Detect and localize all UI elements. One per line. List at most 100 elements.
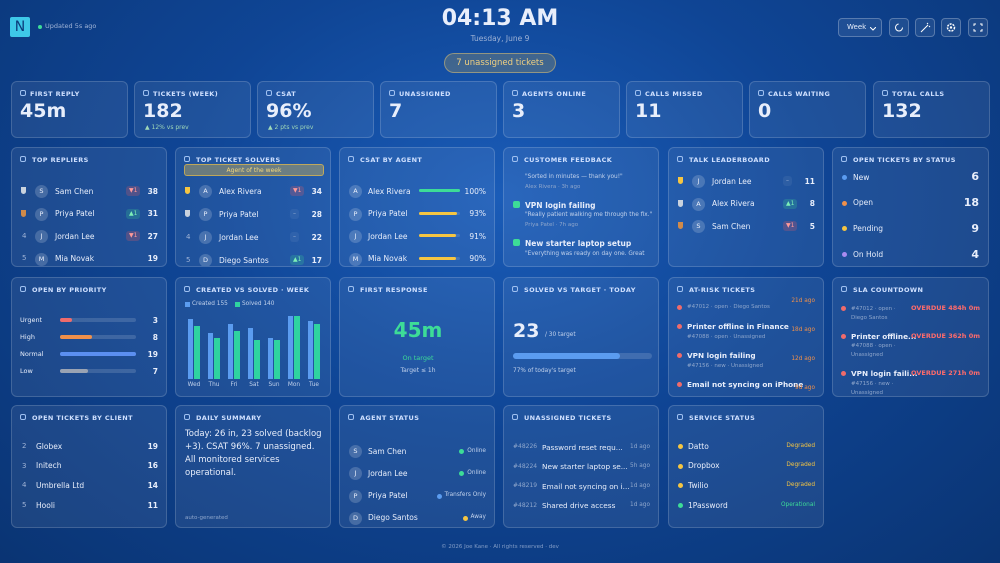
rank: 5 <box>22 254 27 263</box>
range-select[interactable]: Week <box>838 18 882 37</box>
bar <box>227 323 234 379</box>
icon <box>920 22 931 33</box>
x-tick-label: Mon <box>287 382 301 388</box>
bar <box>234 330 240 379</box>
agent-state: Transfers Only <box>444 492 486 499</box>
panel: SERVICE STATUS Datto Degraded Dropbox Degrad… <box>668 405 824 528</box>
summary-note: auto-generated <box>185 514 228 521</box>
sla-meta: #47156 · new · Unassigned <box>851 381 894 396</box>
status-dot <box>842 226 847 232</box>
kpi-value: 0 <box>758 100 772 122</box>
name: Umbrella Ltd <box>36 480 85 490</box>
kpi-value: 11 <box>635 100 662 122</box>
kpi-label: CSAT <box>276 90 297 98</box>
state-dot <box>437 493 442 499</box>
bar <box>194 326 200 379</box>
csat-value: 91% <box>469 231 486 241</box>
state-dot <box>459 449 464 454</box>
icon <box>758 90 764 96</box>
legend-label: Created 155 <box>192 301 228 308</box>
kpi-label: TICKETS (WEEK) <box>153 90 219 98</box>
refresh-button[interactable] <box>889 18 909 37</box>
bar <box>274 340 280 379</box>
magic-button[interactable] <box>915 18 935 37</box>
icon <box>635 90 641 96</box>
bar <box>307 321 314 379</box>
change-badge: – <box>290 232 299 242</box>
avatar: M <box>349 252 362 266</box>
x-tick-label: Wed <box>187 382 201 388</box>
panel: AT-RISK TICKETS #47012 · open · Diego San… <box>668 277 824 397</box>
status-name: Open <box>853 198 874 208</box>
ticket-age: 1d ago <box>630 443 650 450</box>
kpi-card: UNASSIGNED 7 <box>380 81 497 138</box>
count: 16 <box>147 461 158 471</box>
icon <box>184 156 190 162</box>
change-badge: ▲1 <box>783 198 798 209</box>
name: Jordan Lee <box>368 468 408 478</box>
rank: 2 <box>22 441 27 450</box>
panel: TOP REPLIERS S Sam Chen ▼1 38 P Priya Patel ▲1 3… <box>11 147 167 267</box>
ticket-id: #48219 <box>513 482 538 490</box>
bar <box>247 328 254 379</box>
name: Jordan Lee <box>712 176 752 186</box>
feedback-quote: "Sorted in minutes — thank you!" <box>525 173 623 180</box>
fullscreen-button[interactable] <box>968 18 988 37</box>
alert-pill[interactable]: 7 unassigned tickets <box>444 53 556 73</box>
first-response-target: Target ≤ 1h <box>400 367 436 374</box>
panel-title: OPEN TICKETS BY CLIENT <box>32 414 133 422</box>
count: 17 <box>311 255 322 265</box>
panel-title: CSAT BY AGENT <box>360 156 423 164</box>
avatar: J <box>349 467 362 481</box>
kpi-value: 7 <box>389 100 403 122</box>
medal <box>678 222 683 229</box>
name: Alex Rivera <box>219 186 262 196</box>
panel: CSAT BY AGENT A Alex Rivera 100% P Priya Pate… <box>339 147 495 267</box>
avatar: A <box>692 197 705 211</box>
solved-value: 23 <box>513 319 540 342</box>
ticket-meta: #47088 · open · Unassigned <box>687 333 766 340</box>
count: 22 <box>311 232 322 242</box>
kpi-card: TOTAL CALLS 132 <box>873 81 990 138</box>
kpi-value: 96% <box>266 100 312 122</box>
banner: Agent of the week <box>184 164 324 176</box>
progress-note: 77% of today's target <box>513 367 576 374</box>
settings-button[interactable] <box>941 18 961 37</box>
icon <box>677 156 683 162</box>
count: 14 <box>147 480 158 490</box>
rank: 4 <box>22 231 27 240</box>
ticket-id: #48224 <box>513 462 538 470</box>
panel: UNASSIGNED TICKETS #48226 Password reset r… <box>503 405 659 528</box>
ticket-subject: Email not syncing on i... <box>542 481 630 491</box>
icon <box>882 90 888 96</box>
icon <box>841 156 847 162</box>
ticket-id: #48212 <box>513 501 538 509</box>
priority-name: Normal <box>20 350 44 359</box>
icon <box>348 414 354 420</box>
ticket-age: 18d ago <box>791 326 815 333</box>
status-dot <box>678 483 683 489</box>
status-dot <box>677 305 682 310</box>
target-label: / 30 target <box>545 331 576 338</box>
avatar: J <box>349 230 362 243</box>
sla-meta: #47012 · open · Diego Santos <box>851 306 896 321</box>
count: 19 <box>147 254 158 263</box>
ticket-subject: Shared drive access <box>542 501 616 511</box>
csat-bar <box>419 256 456 260</box>
status-dot <box>841 306 846 311</box>
status-count: 18 <box>963 196 979 210</box>
priority-bar <box>60 369 88 373</box>
ticket-title: VPN login failing <box>687 350 756 360</box>
ticket-age: 12d ago <box>791 355 815 362</box>
service-name: Datto <box>688 441 709 451</box>
progress-bar <box>513 353 620 359</box>
name: Alex Rivera <box>712 199 755 208</box>
icon <box>677 414 683 420</box>
bar <box>254 340 260 379</box>
count: 11 <box>804 176 815 186</box>
priority-bar <box>60 352 136 356</box>
avatar: P <box>349 207 362 221</box>
icon <box>512 156 518 162</box>
change-badge: ▲1 <box>126 208 141 219</box>
